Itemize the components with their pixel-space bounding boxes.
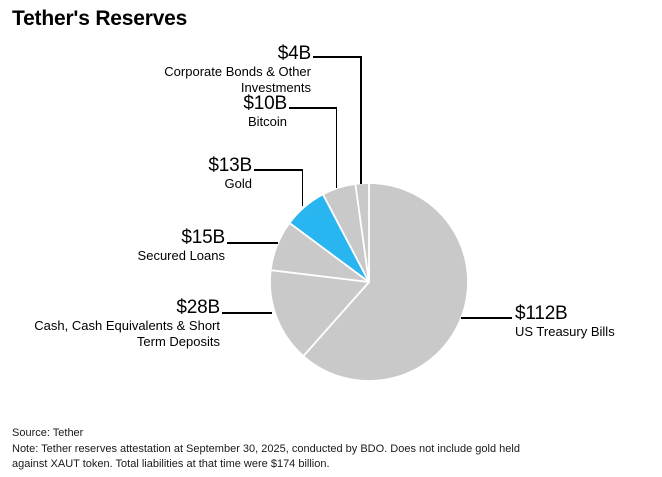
callout-secured-loans-label: Secured Loans bbox=[137, 248, 225, 263]
chart-title: Tether's Reserves bbox=[12, 7, 188, 30]
pie-chart-svg bbox=[269, 182, 469, 382]
callout-gold-label: Gold bbox=[224, 176, 252, 191]
callout-cash: $28B Cash, Cash Equivalents & Short Term… bbox=[34, 297, 220, 350]
callout-corp-bonds: $4B Corporate Bonds & Other Investments bbox=[164, 43, 311, 96]
leader-line-secured-loans-h bbox=[227, 242, 278, 244]
callout-gold: $13B Gold bbox=[208, 155, 252, 192]
callout-secured-loans-value: $15B bbox=[181, 227, 225, 248]
callout-corp-bonds-label-line2: Investments bbox=[240, 80, 311, 95]
callout-bitcoin-label: Bitcoin bbox=[247, 114, 287, 129]
footer: Source: Tether Note: Tether reserves att… bbox=[12, 426, 520, 473]
callout-corp-bonds-label-line1: Corporate Bonds & Other bbox=[164, 64, 311, 79]
pie-chart bbox=[264, 177, 474, 387]
leader-line-gold-h bbox=[254, 169, 303, 171]
callout-corp-bonds-value: $4B bbox=[277, 43, 311, 64]
leader-line-bitcoin-v bbox=[335, 107, 337, 188]
callout-secured-loans: $15B Secured Loans bbox=[137, 227, 226, 264]
callout-cash-label-line2: Term Deposits bbox=[136, 334, 220, 349]
callout-cash-value: $28B bbox=[176, 297, 220, 318]
leader-line-corp-bonds-h bbox=[313, 56, 361, 58]
leader-line-gold-v bbox=[301, 169, 303, 206]
source-line: Source: Tether bbox=[12, 427, 84, 439]
callout-cash-label-line1: Cash, Cash Equivalents & Short bbox=[34, 318, 220, 333]
pie-slice-cash bbox=[269, 269, 370, 357]
note-line1: Note: Tether reserves attestation at Sep… bbox=[12, 442, 520, 455]
leader-line-treasury-h bbox=[461, 317, 512, 319]
pie-slice-corp-bonds bbox=[354, 182, 370, 283]
callout-bitcoin: $10B Bitcoin bbox=[243, 93, 287, 130]
callout-treasury-value: $112B bbox=[515, 303, 568, 324]
callout-bitcoin-value: $10B bbox=[243, 93, 287, 114]
leader-line-corp-bonds-v bbox=[360, 56, 362, 184]
callout-treasury: $112B US Treasury Bills bbox=[515, 303, 615, 340]
callout-gold-value: $13B bbox=[208, 155, 252, 176]
note-line2: against XAUT token. Total liabilities at… bbox=[12, 458, 330, 470]
callout-treasury-label: US Treasury Bills bbox=[515, 324, 615, 339]
leader-line-cash-h bbox=[222, 312, 272, 314]
leader-line-bitcoin-h bbox=[289, 107, 337, 109]
